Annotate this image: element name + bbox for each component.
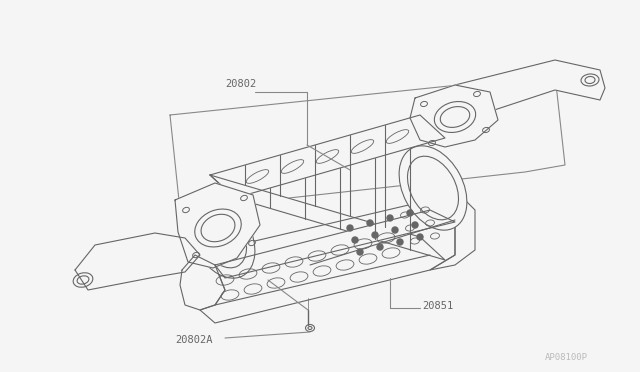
Ellipse shape [189,196,255,278]
Circle shape [377,244,383,250]
Polygon shape [455,60,605,118]
Polygon shape [195,200,455,323]
Circle shape [412,222,418,228]
Circle shape [372,232,378,238]
Polygon shape [180,255,225,310]
Polygon shape [175,183,260,268]
Polygon shape [170,75,565,210]
Polygon shape [75,233,200,290]
Polygon shape [430,190,475,270]
Text: 20802A: 20802A [175,335,212,345]
Circle shape [397,239,403,245]
Circle shape [357,249,363,255]
Polygon shape [410,85,498,147]
Polygon shape [215,210,455,278]
Polygon shape [210,175,445,260]
Circle shape [347,225,353,231]
Circle shape [392,227,398,233]
Text: 20802: 20802 [225,79,256,89]
Polygon shape [210,115,445,198]
Ellipse shape [399,146,467,230]
Circle shape [352,237,358,243]
Circle shape [417,234,423,240]
Circle shape [407,210,413,216]
Text: AP08100P: AP08100P [545,353,588,362]
Circle shape [367,220,373,226]
Text: 20851: 20851 [422,301,453,311]
Circle shape [387,215,393,221]
